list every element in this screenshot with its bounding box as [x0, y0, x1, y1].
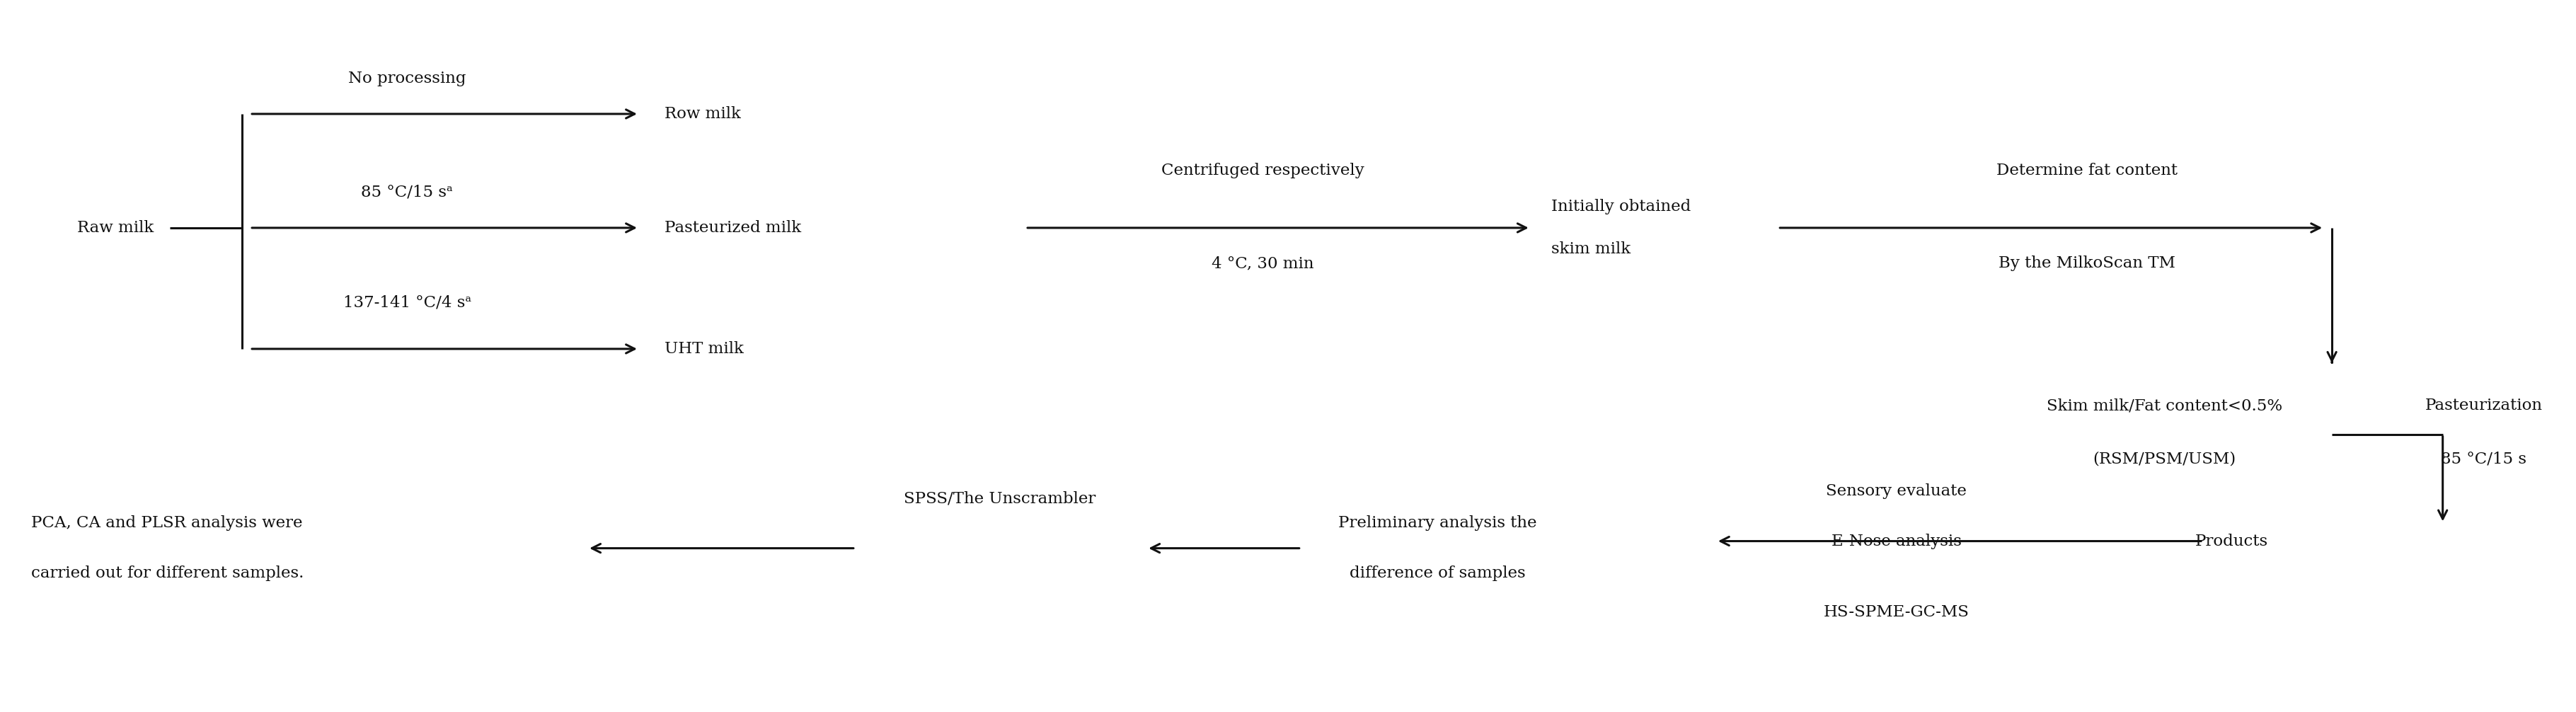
Text: (RSM/PSM/USM): (RSM/PSM/USM): [2092, 451, 2236, 467]
Text: UHT milk: UHT milk: [665, 341, 744, 357]
Text: 4 °C, 30 min: 4 °C, 30 min: [1211, 256, 1314, 271]
Text: By the MilkoScan TM: By the MilkoScan TM: [1999, 256, 2174, 271]
Text: Skim milk/Fat content<0.5%: Skim milk/Fat content<0.5%: [2045, 398, 2282, 414]
Text: Pasteurized milk: Pasteurized milk: [665, 220, 801, 236]
Text: difference of samples: difference of samples: [1350, 565, 1525, 581]
Text: No processing: No processing: [348, 70, 466, 86]
Text: 85 °C/15 s: 85 °C/15 s: [2439, 451, 2527, 467]
Text: 137-141 °C/4 sᵃ: 137-141 °C/4 sᵃ: [343, 295, 471, 310]
Text: Pasteurization: Pasteurization: [2424, 398, 2543, 414]
Text: Initially obtained: Initially obtained: [1551, 199, 1690, 214]
Text: Sensory evaluate: Sensory evaluate: [1826, 483, 1965, 499]
Text: carried out for different samples.: carried out for different samples.: [31, 565, 304, 581]
Text: Preliminary analysis the: Preliminary analysis the: [1337, 515, 1538, 531]
Text: 85 °C/15 sᵃ: 85 °C/15 sᵃ: [361, 184, 453, 200]
Text: Centrifuged respectively: Centrifuged respectively: [1162, 163, 1363, 179]
Text: Products: Products: [2195, 533, 2267, 549]
Text: E-Nose analysis: E-Nose analysis: [1832, 533, 1960, 549]
Text: PCA, CA and PLSR analysis were: PCA, CA and PLSR analysis were: [31, 515, 301, 531]
Text: Raw milk: Raw milk: [77, 220, 155, 236]
Text: Row milk: Row milk: [665, 106, 742, 122]
Text: Determine fat content: Determine fat content: [1996, 163, 2177, 179]
Text: SPSS/The Unscrambler: SPSS/The Unscrambler: [904, 491, 1095, 506]
Text: HS-SPME-GC-MS: HS-SPME-GC-MS: [1824, 604, 1968, 620]
Text: skim milk: skim milk: [1551, 241, 1631, 257]
